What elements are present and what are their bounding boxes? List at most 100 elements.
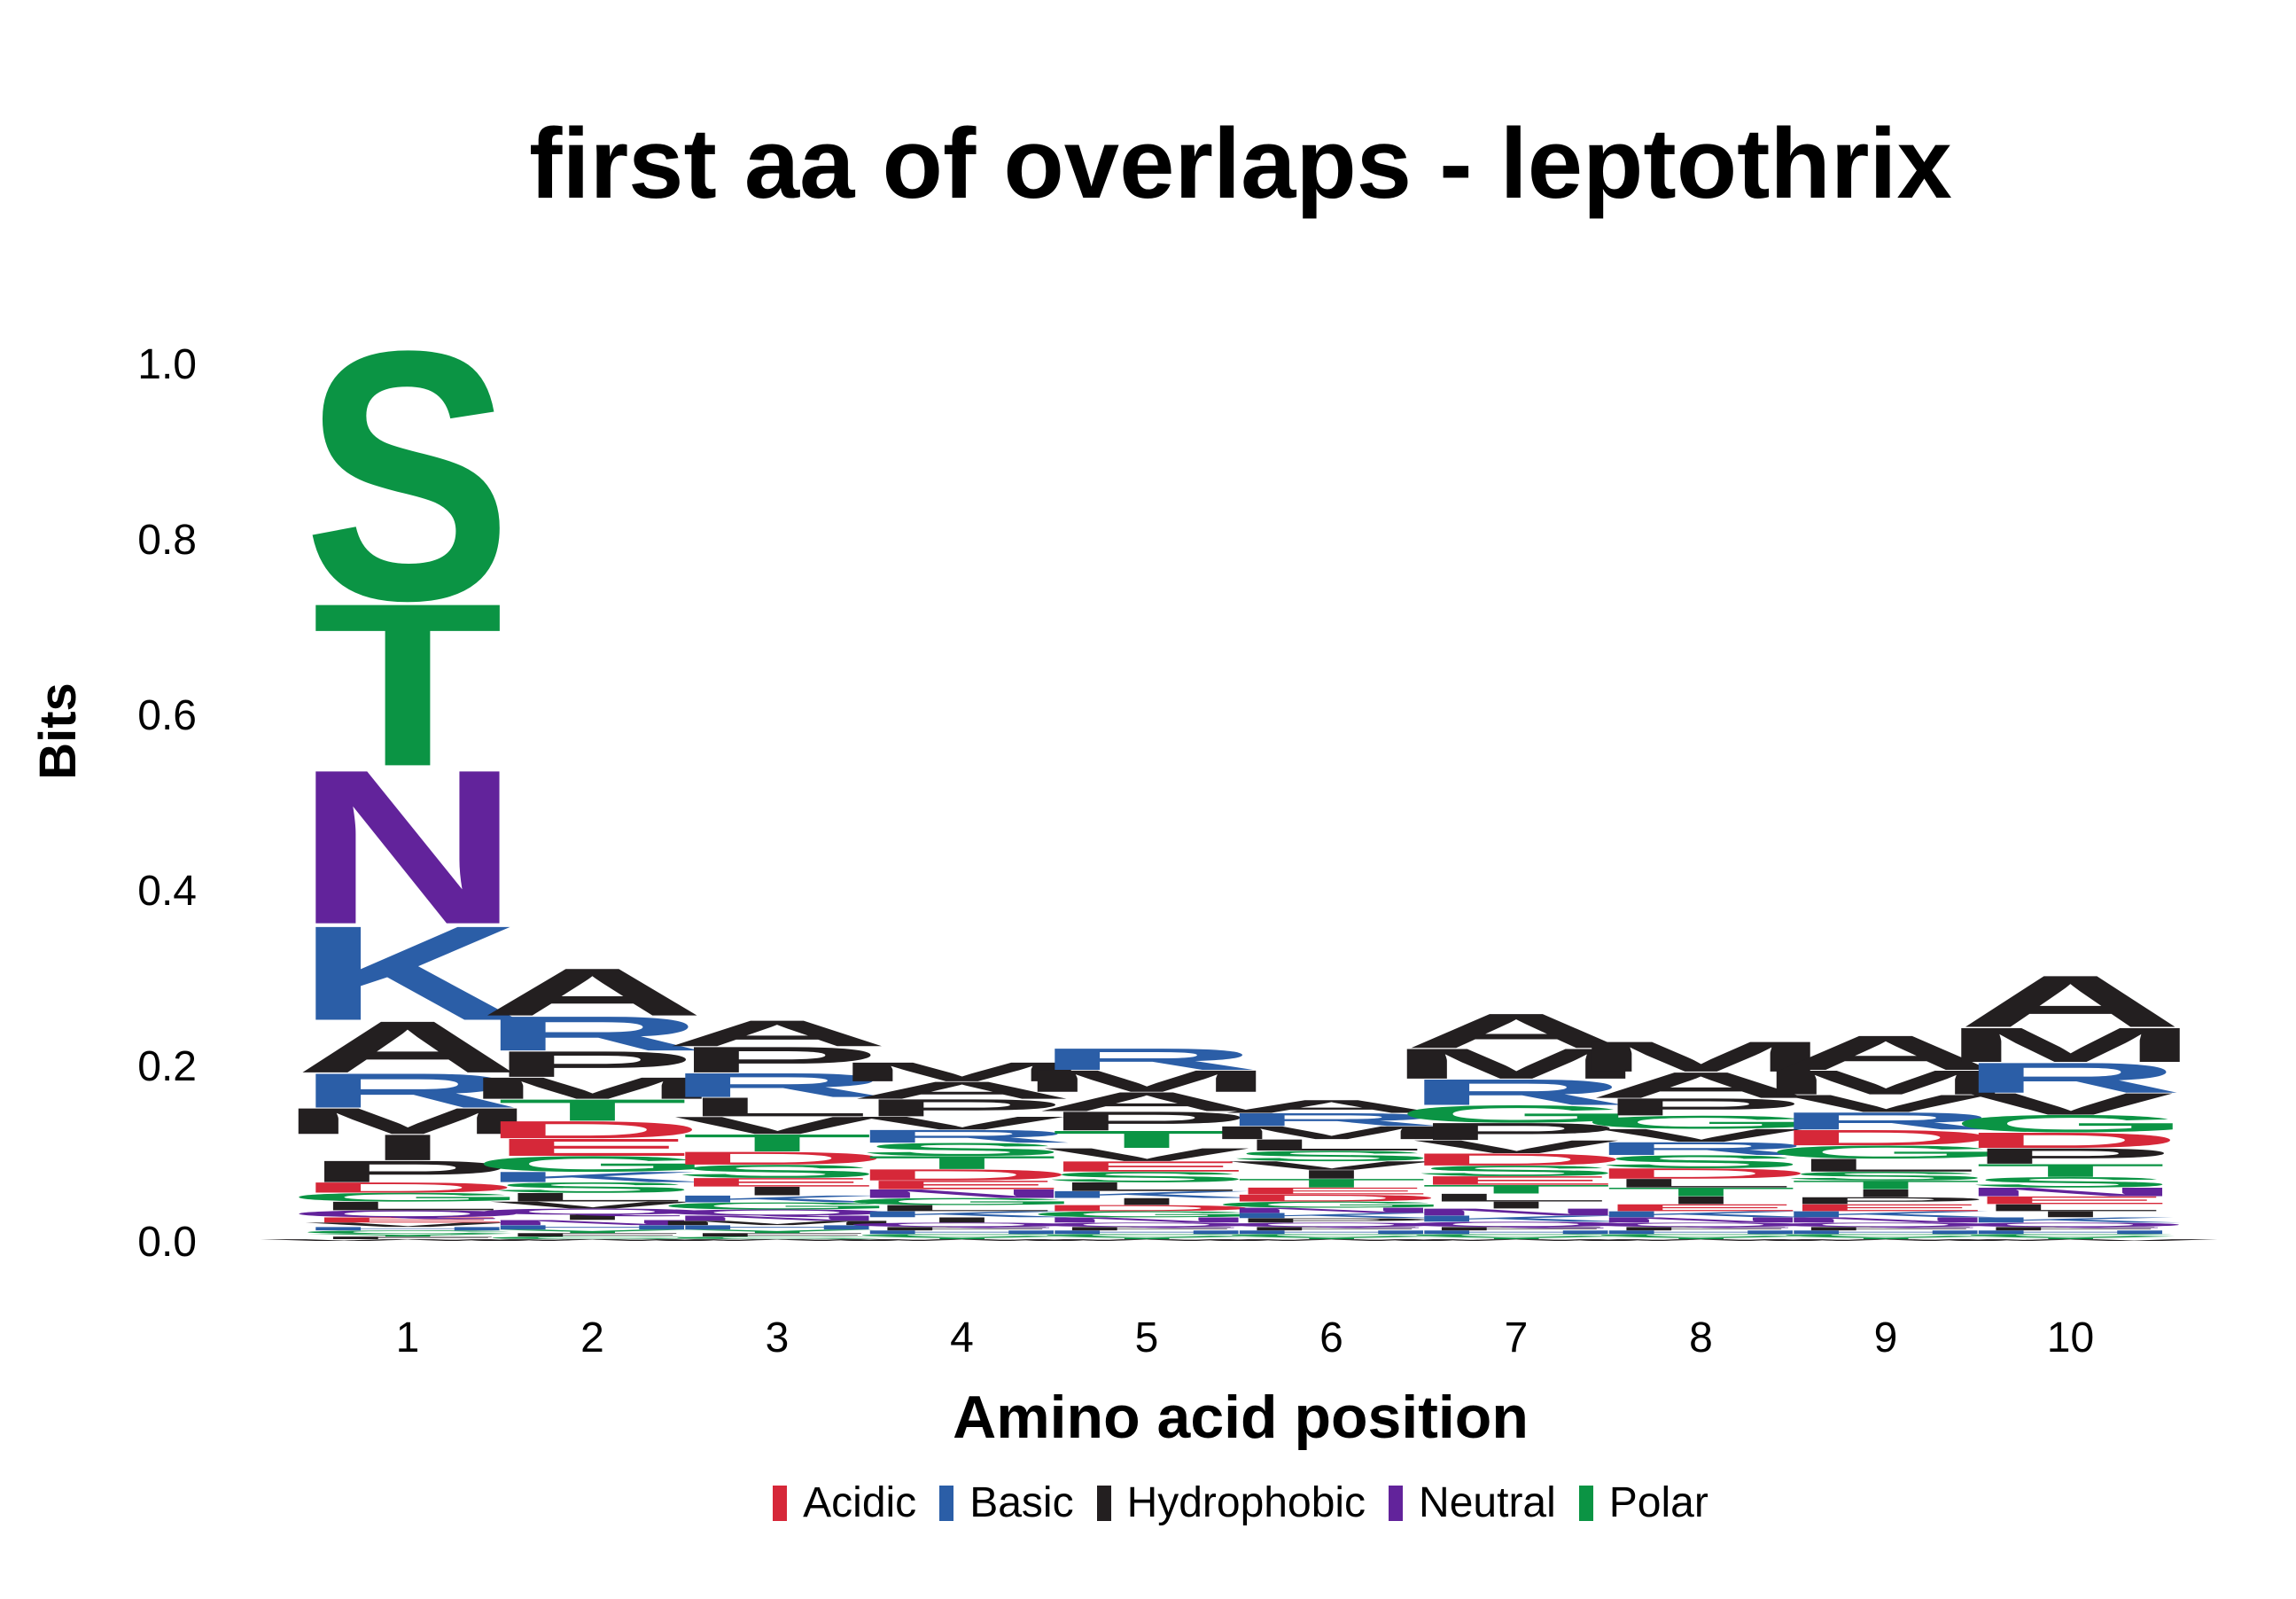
logo-letter-k: K	[665, 1193, 891, 1204]
logo-letter-h: H	[479, 1224, 705, 1231]
logo-letter-g: G	[1210, 1200, 1452, 1210]
logo-letter-g: G	[471, 1151, 713, 1176]
x-tick-label: 1	[396, 1314, 420, 1361]
logo-letter-i: I	[1842, 1187, 1929, 1199]
logo-letter-f: F	[312, 1236, 502, 1240]
logo-letter-m: M	[1202, 1122, 1462, 1143]
logo-letter-h: H	[849, 1229, 1075, 1235]
logo-letter-t: T	[497, 1093, 688, 1127]
logo-letter-d: D	[665, 1148, 891, 1168]
logo-letter-a: A	[1218, 1096, 1444, 1117]
logo-letter-c: C	[1034, 1233, 1260, 1237]
logo-letter-h: H	[1957, 1229, 2183, 1235]
logo-letter-p: P	[1781, 1195, 1989, 1205]
logo-letter-d: D	[1034, 1204, 1260, 1213]
x-tick-label: 4	[950, 1314, 974, 1361]
logo-letter-h: H	[1034, 1229, 1260, 1235]
logo-letter-s: S	[303, 277, 511, 675]
logo-letter-q: Q	[471, 1207, 713, 1217]
logo-letter-a: A	[479, 955, 705, 1030]
logo-letter-a: A	[665, 1013, 891, 1054]
logo-letter-v: V	[1412, 1136, 1620, 1157]
logo-letter-a: A	[295, 1006, 521, 1088]
logo-letter-w: W	[814, 1238, 1110, 1241]
logo-letter-m: M	[1571, 1033, 1832, 1080]
logo-letter-g: G	[656, 1200, 899, 1211]
logo-letter-l: L	[1236, 1136, 1427, 1154]
logo-letter-r: R	[665, 1066, 891, 1104]
logo-letter-w: W	[261, 1238, 556, 1241]
logo-letter-c: C	[1773, 1233, 1999, 1237]
logo-letter-p: P	[1042, 1106, 1250, 1136]
logo-letter-r: R	[1588, 1138, 1814, 1158]
logo-letter-s: S	[1597, 1151, 1805, 1172]
x-axis-ticks: 1 2 3 4 5 6 7 8 9 10	[396, 1314, 2095, 1361]
logo-letter-d: D	[849, 1166, 1075, 1183]
logo-letter-y: Y	[1966, 1236, 2175, 1240]
logo-letter-g: G	[1395, 1100, 1638, 1127]
logo-letter-f: F	[867, 1226, 1057, 1231]
logo-letter-a: A	[1773, 1026, 1999, 1080]
logo-letter-k: K	[1034, 1189, 1260, 1199]
logo-letter-a: A	[849, 1077, 1075, 1104]
logo-letter-y: Y	[1412, 1236, 1620, 1240]
x-tick-label: 8	[1689, 1314, 1713, 1361]
logo-letter-p: P	[673, 1040, 881, 1080]
legend-label: Hydrophobic	[1126, 1479, 1366, 1526]
logo-letter-y: Y	[1227, 1236, 1436, 1240]
x-tick-label: 7	[1505, 1314, 1529, 1361]
logo-letter-i: I	[1288, 1167, 1375, 1181]
logo-letter-h: H	[1404, 1229, 1630, 1235]
logo-letter-s: S	[1781, 1169, 1989, 1182]
logo-letter-h: H	[1773, 1229, 1999, 1235]
logo-letter-v: V	[858, 1112, 1066, 1133]
logo-letter-i: I	[364, 1127, 451, 1168]
logo-letter-p: P	[858, 1094, 1066, 1121]
logo-letter-a: A	[1957, 961, 2183, 1043]
logo-letter-s: S	[858, 1139, 1066, 1159]
logo-letter-y: Y	[1597, 1236, 1805, 1240]
logo-letter-m: M	[1016, 1065, 1277, 1099]
logo-letter-w: W	[1553, 1238, 1849, 1241]
logo-letter-f: F	[1051, 1226, 1241, 1231]
logo-letter-g: G	[286, 1190, 529, 1204]
logo-letter-i: I	[1658, 1194, 1745, 1206]
chart-title: first aa of overlaps - leptothrix	[529, 108, 1952, 219]
logo-letter-e: E	[1597, 1202, 1805, 1213]
logo-letter-e: E	[1781, 1202, 1989, 1213]
logo-letter-l: L	[1790, 1155, 1981, 1175]
logo-letter-n: N	[1404, 1206, 1630, 1217]
logo-letter-n: N	[665, 1214, 891, 1222]
logo-letter-a: A	[1588, 1065, 1814, 1105]
logo-letter-s: S	[1966, 1174, 2175, 1191]
logo-letter-y: Y	[488, 1228, 697, 1234]
logo-letter-q: Q	[1025, 1221, 1268, 1228]
legend-item: Acidic	[773, 1478, 916, 1527]
logo-letter-p: P	[488, 1044, 697, 1085]
x-tick-label: 6	[1319, 1314, 1343, 1361]
legend-swatch	[773, 1485, 788, 1521]
logo-letter-n: N	[1773, 1216, 1999, 1224]
logo-letter-n: N	[479, 1219, 705, 1227]
logo-letter-q: Q	[840, 1221, 1083, 1228]
logo-letter-k: K	[479, 1169, 705, 1186]
logo-letter-p: P	[303, 1154, 511, 1189]
logo-letter-k: K	[849, 1209, 1075, 1219]
logo-letter-f: F	[1236, 1226, 1427, 1231]
logo-letter-r: R	[479, 1006, 705, 1061]
logo-letter-k: K	[295, 898, 521, 1049]
logo-letter-f: F	[1975, 1226, 2166, 1231]
logo-letter-t: T	[312, 555, 502, 815]
legend-item: Hydrophobic	[1096, 1478, 1366, 1527]
logo-letter-s: S	[1412, 1163, 1620, 1180]
logo-letter-l: L	[681, 1092, 872, 1122]
logo-letter-q: Q	[1395, 1221, 1638, 1228]
x-tick-label: 2	[580, 1314, 604, 1361]
legend-label: Acidic	[803, 1479, 917, 1526]
logo-letter-e: E	[303, 1216, 511, 1224]
logo-letter-h: H	[1588, 1229, 1814, 1235]
